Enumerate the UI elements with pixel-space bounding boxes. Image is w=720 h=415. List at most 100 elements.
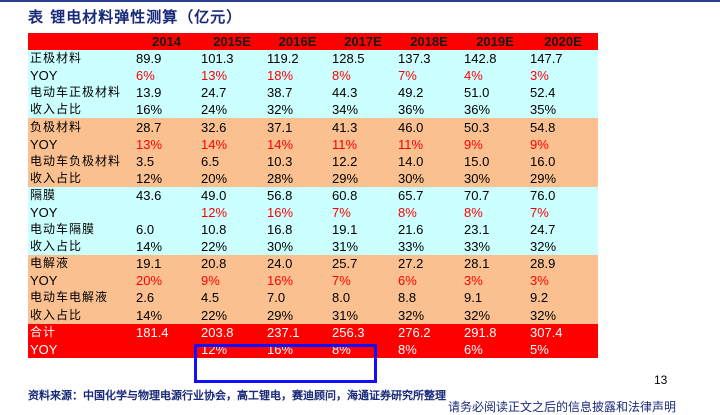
header-year: 2018E xyxy=(396,33,462,51)
table-cell: 101.3 xyxy=(199,50,265,68)
table-cell: 32% xyxy=(265,101,330,119)
table-cell: 30% xyxy=(462,169,528,187)
header-corner xyxy=(28,33,134,51)
table-cell: 7% xyxy=(396,67,462,85)
table-cell: 7.0 xyxy=(265,289,330,307)
table-cell: 7% xyxy=(330,203,396,222)
table-cell: 14% xyxy=(199,135,265,153)
table-cell: 32.6 xyxy=(199,118,265,136)
table-cell: 29% xyxy=(265,306,330,324)
row-label: 正极材料 xyxy=(28,50,134,68)
table-cell: 31% xyxy=(330,238,396,256)
source-note: 资料来源：中国化学与物理电源行业协会，高工锂电，赛迪顾问，海通证券研究所整理 xyxy=(28,389,446,402)
table-cell xyxy=(134,203,199,222)
table-cell: 9.2 xyxy=(528,289,598,307)
table-cell: 28% xyxy=(265,169,330,187)
table-cell: 30% xyxy=(396,169,462,187)
table-cell: 8.0 xyxy=(330,289,396,307)
table-cell: 147.7 xyxy=(528,50,598,68)
table-cell: 181.4 xyxy=(134,323,199,341)
table-cell: 18% xyxy=(265,67,330,85)
table-cell: 60.8 xyxy=(330,186,396,204)
table-cell: 56.8 xyxy=(265,186,330,204)
table-cell: 43.6 xyxy=(134,186,199,204)
table-cell: 41.3 xyxy=(330,118,396,136)
row-label: 电动车隔膜 xyxy=(28,221,134,239)
table-cell: 12% xyxy=(199,203,265,222)
table-row: YOY 13% 14% 14% 11% 11% 9% 9% xyxy=(28,135,598,153)
table-cell: 8.8 xyxy=(396,289,462,307)
table-cell: 38.7 xyxy=(265,84,330,102)
table-cell: 13% xyxy=(134,135,199,153)
table-cell: 119.2 xyxy=(265,50,330,68)
table-cell: 19.1 xyxy=(330,221,396,239)
table-cell: 35% xyxy=(528,101,598,119)
table-cell: 9.1 xyxy=(462,289,528,307)
battery-materials-table: 2014 2015E 2016E 2017E 2018E 2019E 2020E 正极材料 89… xyxy=(28,33,598,358)
table-cell: 16% xyxy=(265,272,330,290)
table-cell: 46.0 xyxy=(396,118,462,136)
table-cell: 16% xyxy=(134,101,199,119)
table-cell: 16.8 xyxy=(265,221,330,239)
table-cell: 34% xyxy=(330,101,396,119)
table-cell: 32% xyxy=(528,306,598,324)
table-cell: 14% xyxy=(134,238,199,256)
table-cell: 10.8 xyxy=(199,221,265,239)
table-cell: 8% xyxy=(396,203,462,222)
table-cell: 6% xyxy=(396,272,462,290)
table-cell: 7% xyxy=(330,272,396,290)
table-cell: 12% xyxy=(134,169,199,187)
table-cell: 256.3 xyxy=(330,323,396,341)
table-title: 表 锂电材料弹性测算（亿元） xyxy=(28,8,243,26)
table-row: 收入占比 12% 20% 28% 29% 30% 30% 29% xyxy=(28,169,598,187)
table-row: 电动车负极材料 3.5 6.5 10.3 12.2 14.0 15.0 16.0 xyxy=(28,152,598,170)
table-cell: 11% xyxy=(330,135,396,153)
table-cell: 33% xyxy=(462,238,528,256)
table-cell: 14.0 xyxy=(396,152,462,170)
header-year: 2015E xyxy=(199,33,265,51)
row-label: 收入占比 xyxy=(28,238,134,256)
table-cell: 22% xyxy=(199,238,265,256)
header-year: 2017E xyxy=(330,33,396,51)
table-row: 电动车正极材料 13.9 24.7 38.7 44.3 49.2 51.0 52.4 xyxy=(28,84,598,102)
table-cell: 32% xyxy=(396,306,462,324)
table-cell: 24% xyxy=(199,101,265,119)
row-label: 电动车电解液 xyxy=(28,289,134,307)
table-cell: 4% xyxy=(462,67,528,85)
table-cell: 10.3 xyxy=(265,152,330,170)
table-cell: 14% xyxy=(265,135,330,153)
table-cell: 30% xyxy=(265,238,330,256)
table-cell: 20% xyxy=(134,272,199,290)
table-cell: 8% xyxy=(396,340,462,358)
row-label: 负极材料 xyxy=(28,118,134,136)
table-cell: 19.1 xyxy=(134,255,199,273)
table-cell: 65.7 xyxy=(396,186,462,204)
row-label: 电解液 xyxy=(28,255,134,273)
table-cell: 13.9 xyxy=(134,84,199,102)
table-row: 合计 181.4 203.8 237.1 256.3 276.2 291.8 307.4 xyxy=(28,323,598,341)
page-number: 13 xyxy=(654,373,668,387)
table-cell: 8% xyxy=(462,203,528,222)
table-cell: 307.4 xyxy=(528,323,598,341)
table-cell: 24.7 xyxy=(199,84,265,102)
table-cell: 36% xyxy=(462,101,528,119)
table-cell: 37.1 xyxy=(265,118,330,136)
table-cell: 89.9 xyxy=(134,50,199,68)
table-cell: 291.8 xyxy=(462,323,528,341)
table-cell: 32% xyxy=(462,306,528,324)
table-cell: 36% xyxy=(396,101,462,119)
table-row: YOY 20% 9% 16% 7% 6% 3% 3% xyxy=(28,272,598,290)
table-row: 收入占比 14% 22% 30% 31% 33% 33% 32% xyxy=(28,238,598,256)
table-cell: 49.2 xyxy=(396,84,462,102)
table-cell: 128.5 xyxy=(330,50,396,68)
header-year: 2020E xyxy=(528,33,598,51)
table-cell: 276.2 xyxy=(396,323,462,341)
table-cell: 4.5 xyxy=(199,289,265,307)
table-cell: 51.0 xyxy=(462,84,528,102)
table-row: 隔膜 43.6 49.0 56.8 60.8 65.7 70.7 76.0 xyxy=(28,186,598,204)
table-cell: 23.1 xyxy=(462,221,528,239)
table-cell: 11% xyxy=(396,135,462,153)
table-cell: 29% xyxy=(528,169,598,187)
table-cell: 52.4 xyxy=(528,84,598,102)
header-year: 2014 xyxy=(134,33,199,51)
